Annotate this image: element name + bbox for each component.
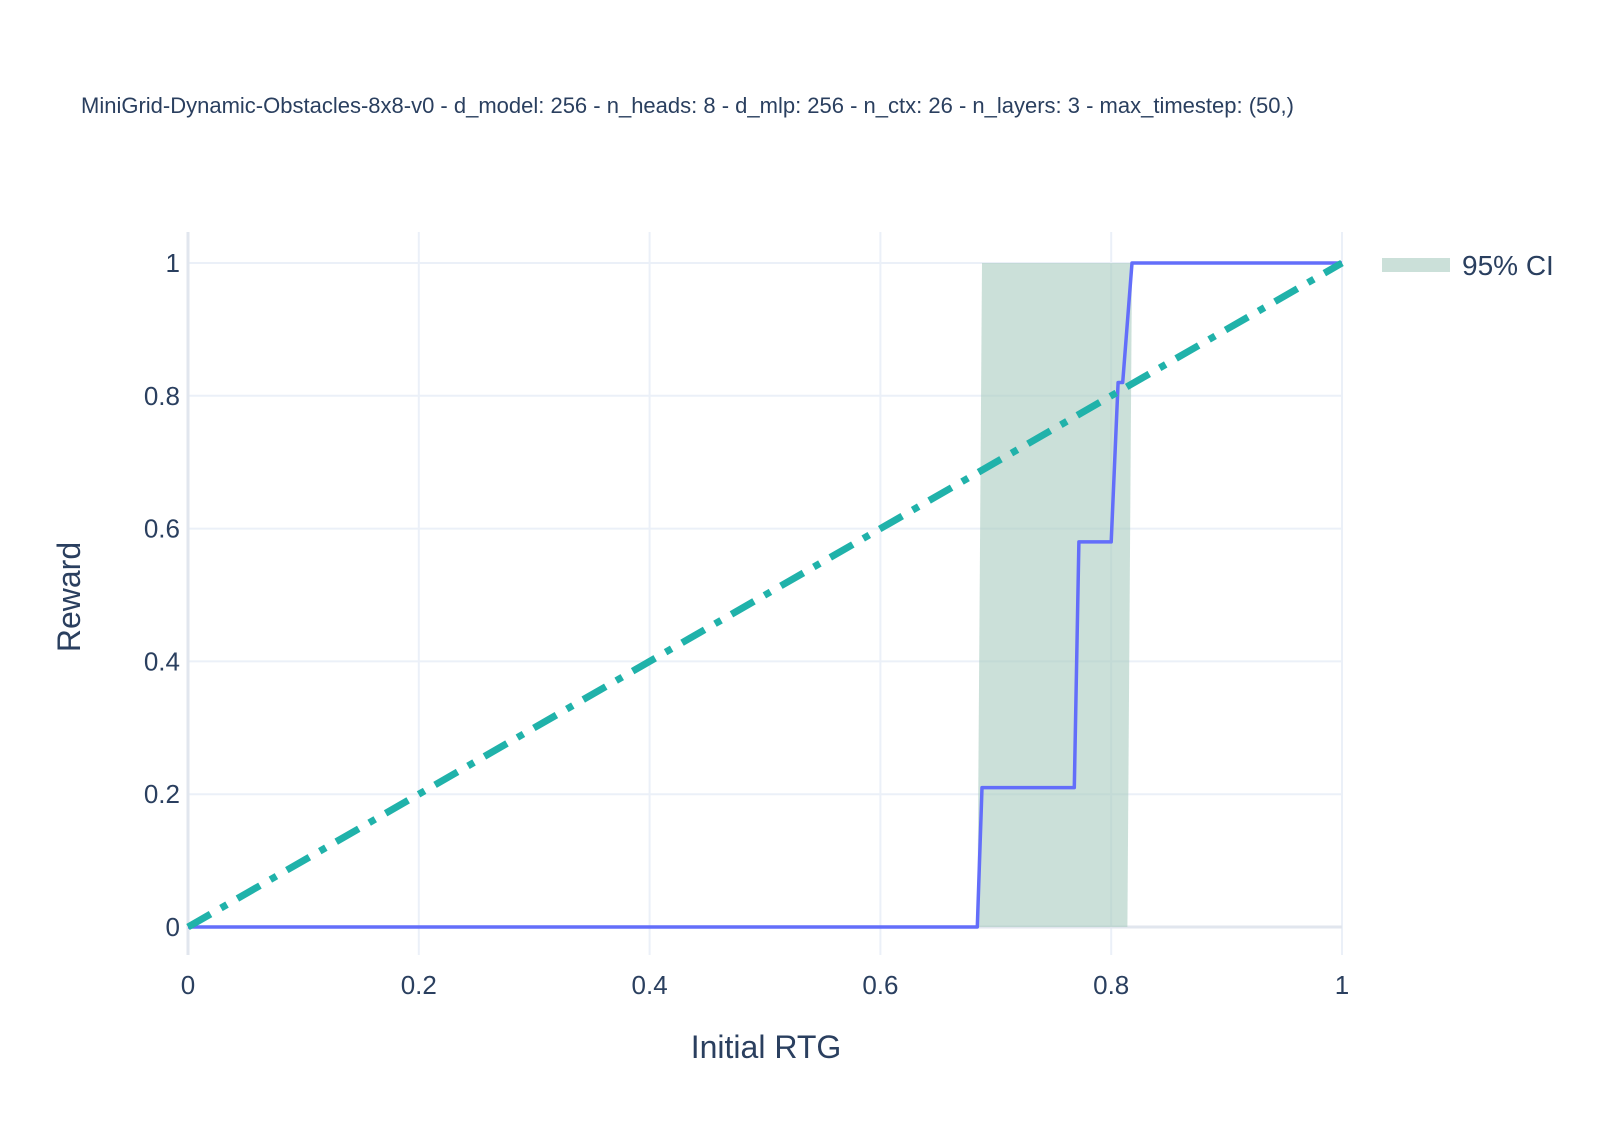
x-tick-label: 0 xyxy=(181,970,195,1000)
x-tick-label: 0.4 xyxy=(632,970,668,1000)
y-tick-label: 0.4 xyxy=(144,646,180,676)
y-tick-label: 1 xyxy=(166,248,180,278)
reward-line xyxy=(188,261,1342,929)
y-tick-label: 0.2 xyxy=(144,779,180,809)
legend: 95% CI xyxy=(1382,250,1554,281)
x-tick-label: 0.6 xyxy=(862,970,898,1000)
y-axis-title: Reward xyxy=(51,542,87,652)
y-tick-label: 0.8 xyxy=(144,381,180,411)
reference-diagonal-line xyxy=(186,259,1344,931)
legend-swatch xyxy=(1382,258,1450,272)
chart-title: MiniGrid-Dynamic-Obstacles-8x8-v0 - d_mo… xyxy=(81,93,1294,118)
ci-band xyxy=(977,263,1132,927)
ci-band-area xyxy=(977,263,1132,927)
y-tick-label: 0 xyxy=(166,912,180,942)
tick-labels: 0 0.2 0.4 0.6 0.8 1 0 0.2 0.4 0.6 0.8 1 xyxy=(144,248,1349,1000)
x-axis-title: Initial RTG xyxy=(691,1029,842,1065)
series-lines xyxy=(186,259,1344,931)
legend-label: 95% CI xyxy=(1462,250,1554,281)
x-tick-label: 0.8 xyxy=(1093,970,1129,1000)
x-tick-label: 0.2 xyxy=(401,970,437,1000)
y-tick-label: 0.6 xyxy=(144,514,180,544)
x-tick-label: 1 xyxy=(1335,970,1349,1000)
